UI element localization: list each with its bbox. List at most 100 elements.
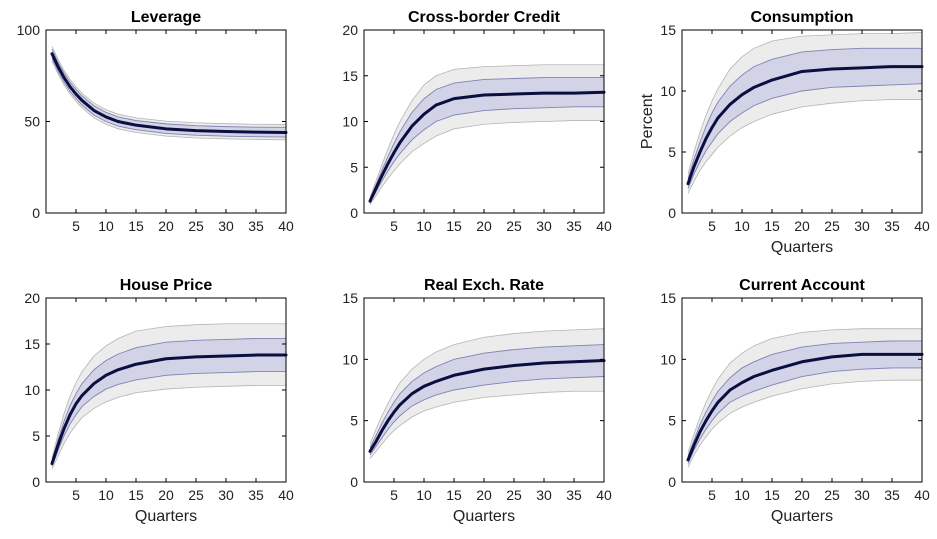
y-tick-label: 5 [350,159,358,175]
inner-band-upper-line [687,47,922,179]
x-tick-label: 25 [506,218,522,234]
y-tick-label: 100 [17,22,41,38]
inner-band-upper-line [369,344,605,448]
outer-band-upper-line [51,46,287,125]
y-tick-label: 5 [350,413,358,429]
panel-title: Real Exch. Rate [424,277,544,294]
x-tick-label: 40 [596,218,612,234]
outer-band-lower-line [687,99,922,194]
panel-cross-border-credit: 5 10 15 20 25 30 35 40 0 5 10 15 20 Cross-border Cred… [342,9,612,234]
y-tick-label: 0 [350,474,358,490]
y-tick-label: 15 [342,68,358,84]
panel-title: House Price [120,277,213,294]
panel-title: Consumption [750,9,853,26]
outer-band-lower-line [687,379,922,468]
x-tick-label: 25 [506,487,522,503]
inner-band [688,48,922,189]
panel-title: Leverage [131,9,201,26]
y-tick-label: 0 [32,474,40,490]
inner-band-lower-line [687,367,922,464]
panel-house-price: 5 10 15 20 25 30 35 40 0 5 10 15 20 House Price Quarte… [24,277,294,525]
panel-title: Cross-border Credit [408,9,561,26]
y-tick-label: 10 [660,83,676,99]
x-tick-label: 15 [128,487,144,503]
x-tick-label: 5 [390,218,398,234]
x-axis-label: Quarters [135,508,197,525]
x-tick-label: 25 [824,218,840,234]
median-line [686,352,924,462]
y-tick-label: 10 [342,351,358,367]
panel-leverage: 5 10 15 20 25 30 35 40 0 50 100 Leverage [17,9,294,234]
median-line [368,359,606,453]
panel-consumption: 5 10 15 20 25 30 35 40 0 5 10 15 Consumption Quarters… [639,9,930,256]
x-tick-label: 30 [218,218,234,234]
y-tick-label: 15 [660,22,676,38]
x-tick-label: 30 [218,487,234,503]
x-axis-label: Quarters [453,508,515,525]
y-tick-label: 5 [668,413,676,429]
inner-band-upper-line [51,338,286,461]
x-tick-label: 5 [72,487,80,503]
x-axis-label: Quarters [771,508,833,525]
panel-title: Current Account [739,277,865,294]
x-tick-label: 10 [416,218,432,234]
x-tick-label: 35 [566,487,582,503]
x-tick-label: 15 [764,218,780,234]
y-tick-label: 0 [350,205,358,221]
inner-band [370,344,604,456]
y-tick-label: 10 [660,351,676,367]
x-tick-label: 20 [794,218,810,234]
x-tick-label: 10 [98,487,114,503]
x-tick-label: 10 [734,218,750,234]
x-tick-label: 25 [188,487,204,503]
inner-band [52,338,286,467]
inner-band-upper-line [687,340,922,457]
x-tick-label: 5 [708,218,716,234]
x-tick-label: 40 [278,218,294,234]
y-axis-label: Percent [639,93,656,149]
x-tick-label: 25 [824,487,840,503]
x-tick-label: 35 [248,218,264,234]
median-line [50,52,288,134]
x-tick-label: 15 [446,487,462,503]
y-tick-label: 5 [668,144,676,160]
outer-band-upper-line [369,64,604,198]
x-tick-label: 5 [390,487,398,503]
panel-real-exch-rate: 5 10 15 20 25 30 35 40 0 5 10 15 Real Exch. Rate Quar… [342,277,612,525]
x-tick-label: 35 [884,218,900,234]
inner-band-lower-line [51,58,287,138]
x-tick-label: 40 [914,487,930,503]
y-tick-label: 15 [660,290,676,306]
median-line [686,65,924,186]
x-tick-label: 40 [278,487,294,503]
x-tick-label: 5 [72,218,80,234]
inner-band-lower-line [687,83,923,189]
x-tick-label: 5 [708,487,716,503]
x-tick-label: 20 [476,487,492,503]
panel-current-account: 5 10 15 20 25 30 35 40 0 5 10 15 Current Account Quar… [660,277,930,525]
outer-band-upper-line [369,328,605,445]
inner-band [688,340,922,464]
inner-band [52,49,286,138]
x-tick-label: 20 [794,487,810,503]
inner-band-upper-line [369,77,604,200]
outer-band-lower-line [51,60,287,141]
y-tick-label: 20 [24,290,40,306]
x-tick-label: 30 [536,487,552,503]
x-tick-label: 25 [188,218,204,234]
x-tick-label: 20 [158,487,174,503]
x-tick-label: 30 [854,487,870,503]
y-tick-label: 5 [32,428,40,444]
outer-band-upper-line [51,323,286,459]
x-tick-label: 20 [476,218,492,234]
y-tick-label: 0 [32,205,40,221]
outer-band-lower-line [51,385,286,470]
y-tick-label: 15 [24,336,40,352]
x-tick-label: 20 [158,218,174,234]
y-tick-label: 15 [342,290,358,306]
x-tick-label: 10 [734,487,750,503]
median-line [50,353,288,466]
x-tick-label: 10 [416,487,432,503]
outer-band-lower-line [369,390,604,459]
